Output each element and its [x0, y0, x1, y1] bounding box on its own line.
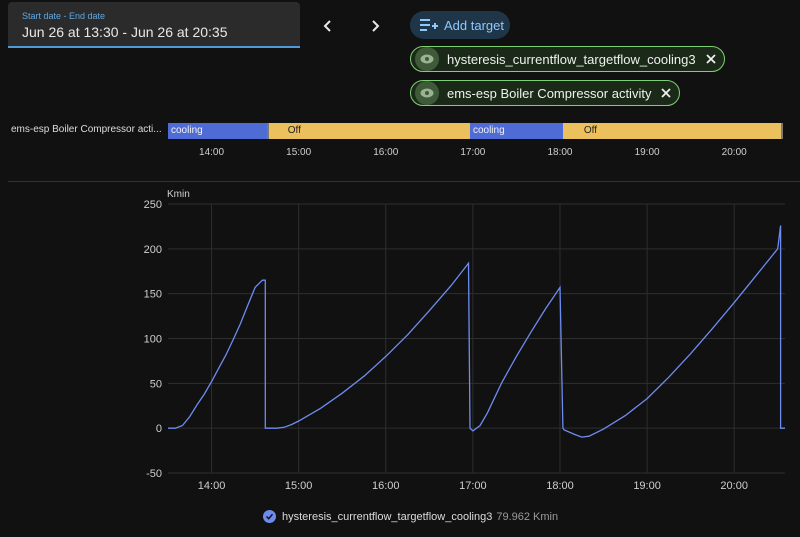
chevron-left-icon — [323, 20, 331, 32]
target-chip-label: hysteresis_currentflow_targetflow_coolin… — [447, 51, 696, 67]
timeline-segment-off[interactable]: Off — [266, 123, 470, 139]
y-tick-label: 150 — [144, 289, 162, 301]
x-tick-label: 17:00 — [459, 480, 487, 492]
timeline-segment-cooling[interactable]: cooling — [168, 123, 267, 139]
date-range-value: Jun 26 at 13:30 - Jun 26 at 20:35 — [22, 24, 228, 40]
x-tick-label: 20:00 — [720, 480, 748, 492]
y-tick-label: 50 — [150, 378, 162, 390]
chevron-right-icon — [372, 20, 380, 32]
close-icon[interactable] — [661, 88, 672, 98]
timeline-tick-label: 20:00 — [721, 147, 747, 158]
date-range-field[interactable]: Start date - End date Jun 26 at 13:30 - … — [8, 2, 300, 48]
previous-period-button[interactable] — [315, 13, 341, 39]
x-tick-label: 16:00 — [372, 480, 400, 492]
target-chip-compressor-activity[interactable]: ems-esp Boiler Compressor activity — [410, 80, 681, 106]
chart-legend[interactable]: hysteresis_currentflow_targetflow_coolin… — [263, 510, 558, 523]
y-tick-label: -50 — [146, 468, 162, 480]
eye-icon[interactable] — [415, 47, 439, 71]
target-chip-label: ems-esp Boiler Compressor activity — [447, 85, 652, 101]
timeline-separator — [780, 123, 783, 139]
timeline-tick-label: 19:00 — [634, 147, 660, 158]
timeline-segment-label: Off — [287, 125, 301, 136]
timeline-tick-label: 15:00 — [286, 147, 312, 158]
legend-series-value: 79.962 Kmin — [496, 510, 559, 523]
y-tick-label: 0 — [156, 423, 162, 435]
add-target-label: Add target — [444, 17, 504, 33]
timeline-tick-label: 18:00 — [547, 147, 573, 158]
y-axis-label: Kmin — [167, 189, 190, 200]
timeline-tick-label: 14:00 — [199, 147, 225, 158]
x-tick-label: 18:00 — [546, 480, 574, 492]
timeline-tick-label: 17:00 — [460, 147, 486, 158]
timeline-segment-label: Off — [583, 125, 598, 136]
date-range-label: Start date - End date — [22, 11, 106, 21]
series-line — [168, 225, 785, 438]
checkmark-icon[interactable] — [263, 510, 276, 523]
x-tick-label: 19:00 — [633, 480, 661, 492]
timeline-entity-label: ems-esp Boiler Compressor acti... — [11, 124, 162, 135]
timeline-segment-cooling[interactable]: cooling — [469, 123, 563, 139]
timeline-separator — [266, 123, 269, 139]
y-tick-label: 250 — [144, 199, 162, 211]
legend-series-name: hysteresis_currentflow_targetflow_coolin… — [282, 510, 493, 523]
timeline-segment-off[interactable]: Off — [562, 123, 781, 139]
y-tick-label: 100 — [144, 334, 162, 346]
eye-icon[interactable] — [415, 81, 439, 105]
close-icon[interactable] — [705, 54, 716, 64]
add-target-button[interactable]: Add target — [410, 11, 510, 39]
x-tick-label: 14:00 — [198, 480, 226, 492]
target-chip-hysteresis[interactable]: hysteresis_currentflow_targetflow_coolin… — [410, 46, 725, 72]
next-period-button[interactable] — [362, 13, 388, 39]
section-divider — [8, 181, 800, 182]
playlist-add-icon — [420, 19, 438, 31]
y-tick-label: 200 — [144, 244, 162, 256]
timeline-segment-label: cooling — [171, 125, 203, 136]
x-tick-label: 15:00 — [285, 480, 313, 492]
timeline-segment-label: cooling — [472, 125, 505, 136]
timeline-tick-label: 16:00 — [373, 147, 399, 158]
